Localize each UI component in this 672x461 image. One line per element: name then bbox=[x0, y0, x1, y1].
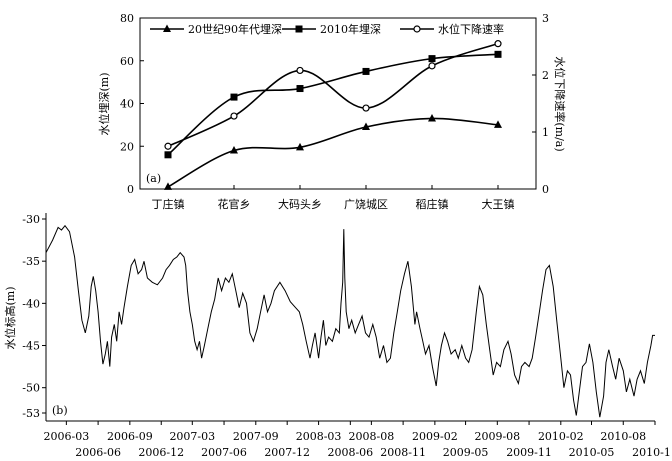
panel-a-right-tick-label: 3 bbox=[542, 12, 549, 25]
panel-b-x-tick-label: 2007-12 bbox=[264, 446, 310, 459]
panel-a-data-point bbox=[362, 104, 370, 112]
panel-a-x-tick-label: 稻庄镇 bbox=[416, 197, 449, 211]
panel-b-x-tick-label: 2008-11 bbox=[380, 446, 426, 459]
panel-b-x-tick-label: 2009-05 bbox=[443, 446, 489, 459]
panel-a-data-point bbox=[362, 122, 370, 131]
panel-a-left-tick-label: 80 bbox=[120, 12, 134, 25]
panel-b-y-tick-label: -53 bbox=[22, 407, 40, 420]
panel-b-x-tick-label: 2007-09 bbox=[233, 430, 279, 443]
panel-a-legend-label: 水位下降速率 bbox=[438, 22, 504, 36]
panel-a-data-point bbox=[296, 142, 304, 151]
panel-a-x-tick-label: 大码头乡 bbox=[278, 197, 322, 211]
panel-b-x-tick-label: 2008-06 bbox=[327, 446, 373, 459]
panel-a-legend-label: 2010年埋深 bbox=[320, 22, 381, 36]
panel-a-right-tick-label: 1 bbox=[542, 126, 549, 139]
panel-a-x-tick-label: 花官乡 bbox=[218, 197, 251, 211]
panel-b-x-ticks: 2006-03 2006-09 2007-03 2007-09 2008-03 2008-… bbox=[43, 421, 672, 459]
panel-a-data-point bbox=[362, 67, 370, 75]
chart-panel-a: 0 20 40 60 80 0 1 2 3 丁庄镇 花官乡 大码头乡 广饶城区 稻庄镇 大王镇 20世纪… bbox=[97, 12, 567, 211]
panel-b-x-tick-label: 2010-02 bbox=[538, 430, 584, 443]
panel-a-right-tick-label: 0 bbox=[542, 183, 549, 196]
panel-a-data-point bbox=[164, 151, 172, 159]
panel-a-data-point bbox=[230, 112, 238, 120]
panel-a-data-point bbox=[164, 182, 172, 190]
panel-a-left-tick-label: 60 bbox=[120, 55, 134, 68]
panel-a-legend-marker bbox=[295, 25, 303, 33]
panel-a-series bbox=[164, 40, 502, 190]
panel-b-x-tick-label: 2006-12 bbox=[138, 446, 184, 459]
panel-a-left-tick-label: 40 bbox=[120, 98, 134, 111]
panel-b-y-tick-label: -50 bbox=[22, 382, 40, 395]
panel-b-ylabel: 水位标高(m) bbox=[3, 286, 17, 349]
panel-b-x-tick-label: 2007-06 bbox=[201, 446, 247, 459]
panel-a-left-tick-label: 0 bbox=[127, 183, 134, 196]
panel-a-left-tick-label: 20 bbox=[120, 140, 134, 153]
panel-b-x-tick-label: 2007-03 bbox=[169, 430, 215, 443]
panel-a-ylabel: 水位埋深(m) bbox=[97, 72, 111, 135]
panel-a-series-line bbox=[167, 53, 499, 156]
panel-a-legend: 20世纪90年代埋深 2010年埋深 水位下降速率 bbox=[150, 22, 504, 36]
panel-a-data-point bbox=[428, 113, 436, 122]
panel-a-x-tick-label: 大王镇 bbox=[482, 197, 515, 211]
panel-a-data-point bbox=[296, 66, 304, 75]
panel-b-y-tick-label: -30 bbox=[22, 213, 40, 226]
panel-a-legend-label: 20世纪90年代埋深 bbox=[188, 22, 282, 36]
panel-a-x-tick-label: 广饶城区 bbox=[344, 198, 388, 211]
panel-a-left-axis: 0 20 40 60 80 bbox=[120, 12, 144, 196]
panel-a-data-point bbox=[428, 55, 436, 63]
panel-b-x-tick-label: 2006-06 bbox=[75, 446, 121, 459]
panel-a-data-point bbox=[494, 50, 502, 58]
panel-b-x-tick-label: 2006-09 bbox=[107, 430, 153, 443]
panel-b-x-tick-label: 2009-02 bbox=[412, 430, 458, 443]
panel-a-x-axis: 丁庄镇 花官乡 大码头乡 广饶城区 稻庄镇 大王镇 bbox=[152, 185, 515, 211]
panel-b-y-tick-label: -45 bbox=[22, 340, 40, 353]
panel-b-x-tick-label: 2010-11 bbox=[632, 446, 672, 459]
panel-b-x-tick-label: 2009-11 bbox=[506, 446, 552, 459]
panel-b-water-level-line bbox=[45, 224, 655, 418]
panel-a-data-point bbox=[164, 142, 172, 150]
panel-a-data-point bbox=[230, 93, 238, 101]
panel-b-x-tick-label: 2010-08 bbox=[600, 430, 646, 443]
panel-b-label: (b) bbox=[52, 404, 68, 417]
panel-b-y-tick-label: -35 bbox=[22, 255, 40, 268]
panel-b-y-ticks: -30 -35 -40 -45 -50 -53 bbox=[22, 213, 46, 420]
panel-a-data-point bbox=[494, 40, 502, 48]
panel-a-data-point bbox=[494, 120, 502, 128]
panel-b-y-tick-label: -40 bbox=[22, 297, 40, 310]
panel-a-series-3 bbox=[164, 40, 502, 150]
panel-a-ylabel-right: 水位下降速率(m/a) bbox=[553, 56, 567, 151]
panel-a-x-tick-label: 丁庄镇 bbox=[152, 197, 185, 211]
panel-a-series-line bbox=[167, 117, 499, 188]
panel-a-data-point bbox=[296, 85, 304, 93]
panel-a-legend-marker bbox=[163, 24, 171, 32]
panel-a-series-line bbox=[167, 42, 499, 147]
panel-a-series-2 bbox=[164, 50, 502, 159]
panel-b-x-tick-label: 2006-03 bbox=[43, 430, 89, 443]
panel-b-x-tick-label: 2009-08 bbox=[474, 430, 520, 443]
panel-a-data-point bbox=[230, 146, 238, 154]
panel-a-data-point bbox=[428, 62, 436, 70]
panel-a-right-tick-label: 2 bbox=[542, 69, 549, 82]
panel-b-x-tick-label: 2010-05 bbox=[569, 446, 615, 459]
chart-panel-b: -30 -35 -40 -45 -50 -53 2006-03 2006-09 2007-03… bbox=[3, 213, 672, 459]
panel-a-right-axis: 0 1 2 3 bbox=[532, 12, 549, 196]
panel-b-x-tick-label: 2008-03 bbox=[296, 430, 342, 443]
panel-a-label: (a) bbox=[146, 172, 161, 185]
panel-a-series-1 bbox=[164, 113, 502, 190]
panel-b-x-tick-label: 2008-08 bbox=[349, 430, 395, 443]
panel-a-legend-marker bbox=[413, 25, 421, 33]
panel-a-frame bbox=[139, 17, 537, 190]
